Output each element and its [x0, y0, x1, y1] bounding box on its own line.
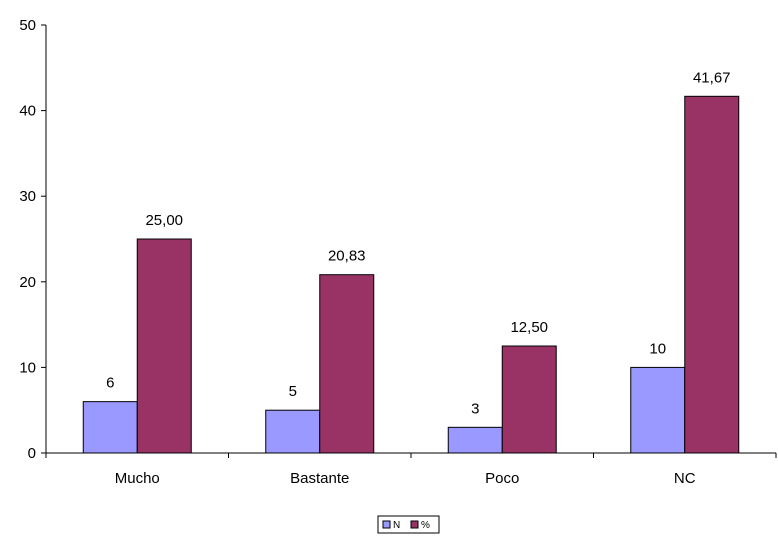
- category-labels: Mucho Bastante Poco NC: [115, 470, 696, 487]
- bar-n-poco: [447, 426, 503, 454]
- legend-label: %: [421, 520, 430, 531]
- data-label: 41,67: [693, 69, 731, 86]
- bars: [82, 95, 740, 454]
- bar-percent-bastante: [319, 274, 375, 454]
- bar-n-mucho: [82, 401, 138, 454]
- legend-swatch: [410, 520, 419, 529]
- data-label: 5: [289, 383, 297, 400]
- bar-percent-nc: [684, 95, 740, 454]
- y-tick-label: 40: [19, 103, 36, 120]
- data-label: 25,00: [145, 212, 183, 229]
- data-label: 6: [106, 375, 114, 392]
- y-tick-label: 30: [19, 188, 36, 205]
- bar-n-nc: [630, 366, 686, 454]
- x-tick-label: NC: [674, 470, 696, 487]
- y-tick-label: 20: [19, 274, 36, 291]
- legend-label: N: [393, 520, 400, 531]
- legend-swatch: [382, 520, 391, 529]
- bar-n-bastante: [265, 409, 321, 454]
- y-tick-label: 10: [19, 359, 36, 376]
- data-label: 12,50: [510, 319, 548, 336]
- x-axis: [45, 452, 777, 458]
- legend: N%: [377, 515, 440, 534]
- data-label: 3: [471, 400, 479, 417]
- bar-percent-poco: [501, 345, 557, 454]
- y-axis-ticks: 0 10 20 30 40 50: [19, 17, 46, 462]
- legend-box: [377, 515, 440, 534]
- data-label: 20,83: [328, 248, 366, 265]
- x-tick-label: Mucho: [115, 470, 160, 487]
- bar-percent-mucho: [136, 238, 192, 454]
- y-tick-label: 0: [28, 445, 36, 462]
- x-tick-label: Bastante: [290, 470, 349, 487]
- x-tick-label: Poco: [485, 470, 519, 487]
- data-labels: 6 25,00 5 20,83 3 12,50 10 41,67: [106, 69, 730, 417]
- data-label: 10: [649, 340, 666, 357]
- y-tick-label: 50: [19, 17, 36, 34]
